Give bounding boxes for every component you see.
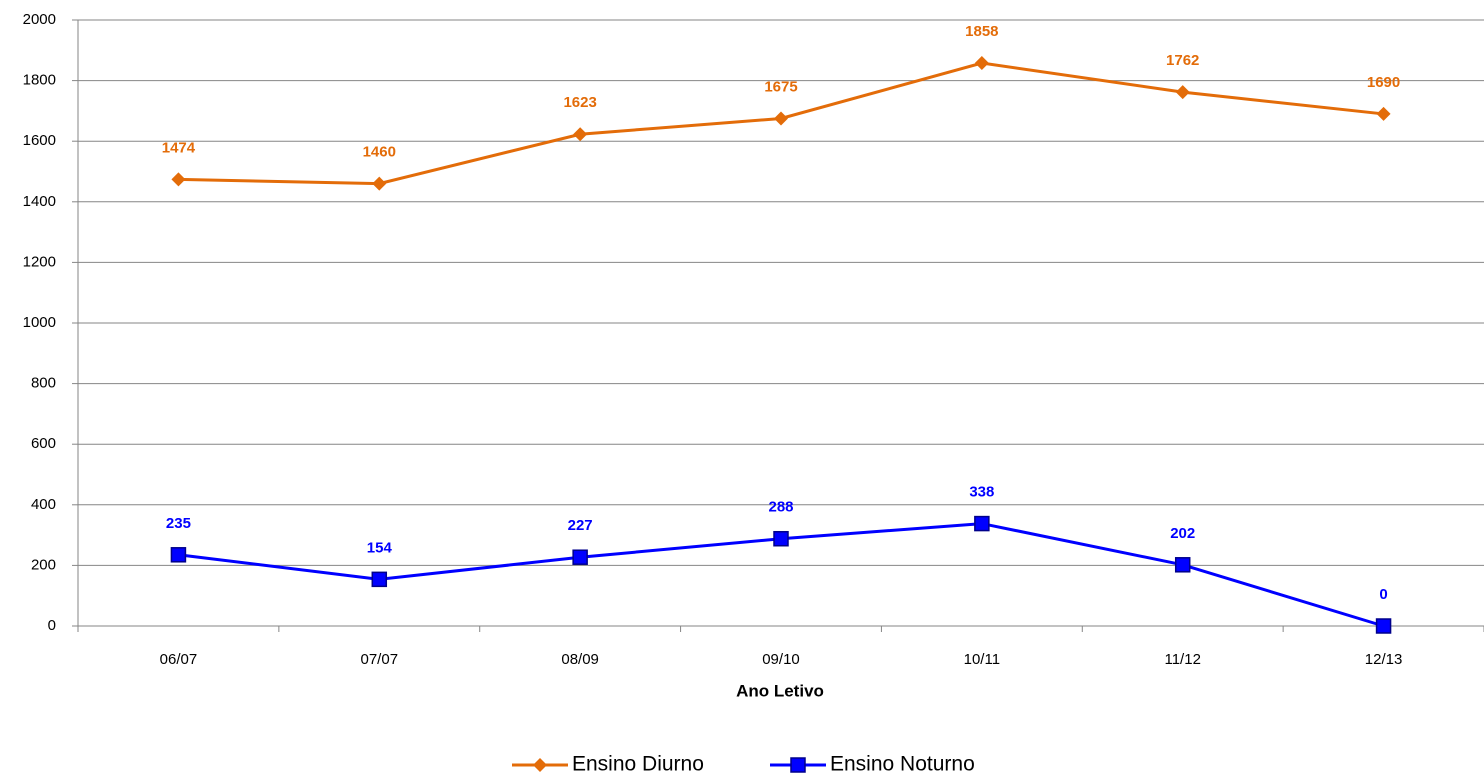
legend-marker <box>790 757 806 773</box>
y-tick-label: 200 <box>31 556 56 573</box>
data-label: 227 <box>568 517 593 534</box>
data-label: 1858 <box>965 23 998 40</box>
data-label: 1675 <box>764 78 797 95</box>
marker <box>170 547 187 563</box>
data-label: 1690 <box>1367 74 1400 91</box>
marker <box>773 530 789 547</box>
legend-marker <box>533 758 547 772</box>
x-tick-label: 07/07 <box>361 651 399 668</box>
data-label: 338 <box>969 484 994 501</box>
marker <box>572 549 588 565</box>
marker <box>372 176 387 191</box>
y-tick-label: 800 <box>31 375 56 392</box>
y-tick-label: 1000 <box>23 314 56 331</box>
data-label: 1762 <box>1166 52 1199 69</box>
marker <box>1375 618 1392 634</box>
y-tick-label: 600 <box>31 435 56 452</box>
x-tick-label: 08/09 <box>561 651 599 668</box>
data-label: 0 <box>1379 586 1387 603</box>
y-tick-label: 1600 <box>23 132 56 149</box>
marker <box>171 172 186 187</box>
x-tick-label: 12/13 <box>1365 651 1403 668</box>
data-label: 288 <box>768 499 793 516</box>
y-tick-label: 1800 <box>23 72 56 89</box>
marker <box>573 127 588 142</box>
x-axis-label: Ano Letivo <box>736 681 824 700</box>
legend-label: Ensino Diurno <box>572 753 704 776</box>
data-label: 235 <box>166 515 191 532</box>
y-tick-label: 400 <box>31 496 56 513</box>
x-tick-label: 06/07 <box>160 651 198 668</box>
y-tick-label: 1400 <box>23 193 56 210</box>
marker <box>974 515 990 532</box>
data-label: 202 <box>1170 525 1195 542</box>
marker <box>1376 106 1391 121</box>
x-tick-label: 10/11 <box>964 651 1000 668</box>
y-tick-label: 0 <box>48 617 56 634</box>
marker <box>1174 557 1191 573</box>
y-tick-label: 2000 <box>23 11 56 28</box>
x-tick-label: 09/10 <box>762 651 800 668</box>
marker <box>371 571 388 588</box>
data-label: 1474 <box>162 139 196 156</box>
marker <box>974 56 989 71</box>
legend-label: Ensino Noturno <box>830 753 975 776</box>
marker <box>1175 85 1190 100</box>
data-label: 1460 <box>363 144 396 161</box>
x-tick-label: 11/12 <box>1164 651 1200 668</box>
y-tick-label: 1200 <box>23 253 56 270</box>
data-label: 1623 <box>563 94 596 111</box>
marker <box>774 111 788 126</box>
data-label: 154 <box>367 539 393 556</box>
